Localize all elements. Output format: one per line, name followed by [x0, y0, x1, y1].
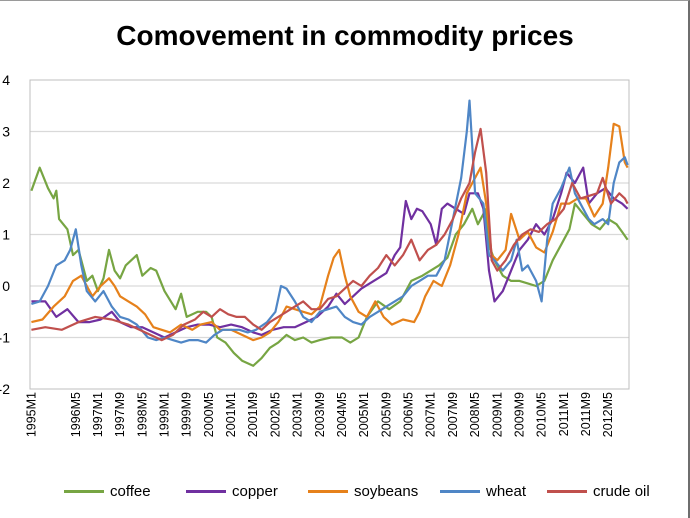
x-tick-label: 2002M5 — [268, 392, 282, 437]
legend-swatch-soybeans — [308, 489, 348, 493]
plot-area — [29, 79, 630, 390]
plot-border — [29, 79, 630, 390]
legend-item-soybeans: soybeans — [308, 481, 418, 501]
series-line-wheat — [31, 99, 629, 344]
legend-item-crude-oil: crude oil — [547, 481, 650, 501]
x-tick-label: 1997M9 — [113, 392, 127, 437]
legend-label-soybeans: soybeans — [354, 482, 419, 500]
legend-item-copper: copper — [186, 481, 278, 501]
x-tick-label: 2009M1 — [490, 392, 504, 437]
legend-item-coffee: coffee — [64, 481, 151, 501]
chart-legend: coffee copper soybeans wheat crude oil — [0, 481, 690, 501]
legend-item-wheat: wheat — [440, 481, 526, 501]
x-tick-label: 2006M5 — [402, 392, 416, 437]
series-line-coffee — [30, 166, 629, 367]
x-tick-label: 2010M5 — [535, 392, 549, 437]
x-tick-label: 1999M1 — [157, 392, 171, 437]
legend-label-wheat: wheat — [486, 482, 527, 500]
x-tick-label: 2001M9 — [246, 392, 260, 437]
y-tick-label: 3 — [2, 124, 10, 140]
x-tick-label: 1998M5 — [135, 392, 149, 437]
legend-label-crude-oil: crude oil — [593, 482, 650, 500]
x-axis-ticks: 1995M1 1996M5 1997M1 1997M9 1998M5 1999M1 1999… — [24, 392, 615, 437]
x-tick-label: 2005M9 — [379, 392, 393, 437]
y-tick-label: 2 — [2, 175, 10, 191]
x-tick-label: 2005M1 — [357, 392, 371, 437]
legend-swatch-wheat — [440, 489, 480, 493]
y-tick-label: 0 — [2, 278, 10, 294]
x-tick-label: 2003M1 — [291, 392, 305, 437]
x-tick-label: 1999M9 — [180, 392, 194, 437]
y-tick-label: -1 — [0, 330, 10, 346]
legend-label-copper: copper — [232, 482, 278, 500]
x-tick-label: 2008M5 — [468, 392, 482, 437]
x-tick-label: 2003M9 — [313, 392, 327, 437]
legend-swatch-crude-oil — [547, 489, 587, 493]
series-line-crude-oil — [31, 127, 629, 342]
x-tick-label: 2011M1 — [557, 392, 571, 436]
x-tick-label: 2000M5 — [202, 392, 216, 437]
x-tick-label: 2007M1 — [424, 392, 438, 437]
y-tick-label: 4 — [2, 72, 10, 88]
x-tick-label: 2011M9 — [579, 392, 593, 436]
chart-title: Comovement in commodity prices — [116, 20, 574, 51]
series-line-copper — [31, 166, 629, 339]
x-tick-label: 1995M1 — [24, 392, 38, 437]
x-tick-label: 2001M1 — [224, 392, 238, 437]
x-tick-label: 1997M1 — [91, 392, 105, 437]
series-lines — [30, 99, 629, 367]
legend-swatch-coffee — [64, 489, 104, 493]
x-tick-label: 2012M5 — [601, 392, 615, 437]
legend-swatch-copper — [186, 489, 226, 493]
y-tick-label: 1 — [2, 227, 10, 243]
x-tick-label: 1996M5 — [69, 392, 83, 437]
y-axis-ticks: -2 -1 0 1 2 3 4 — [0, 72, 10, 397]
x-tick-label: 2007M9 — [446, 392, 460, 437]
x-tick-label: 2009M9 — [512, 392, 526, 437]
x-tick-label: 2004M5 — [335, 392, 349, 437]
gridlines — [30, 130, 629, 339]
legend-label-coffee: coffee — [110, 482, 151, 500]
y-tick-label: -2 — [0, 381, 10, 397]
